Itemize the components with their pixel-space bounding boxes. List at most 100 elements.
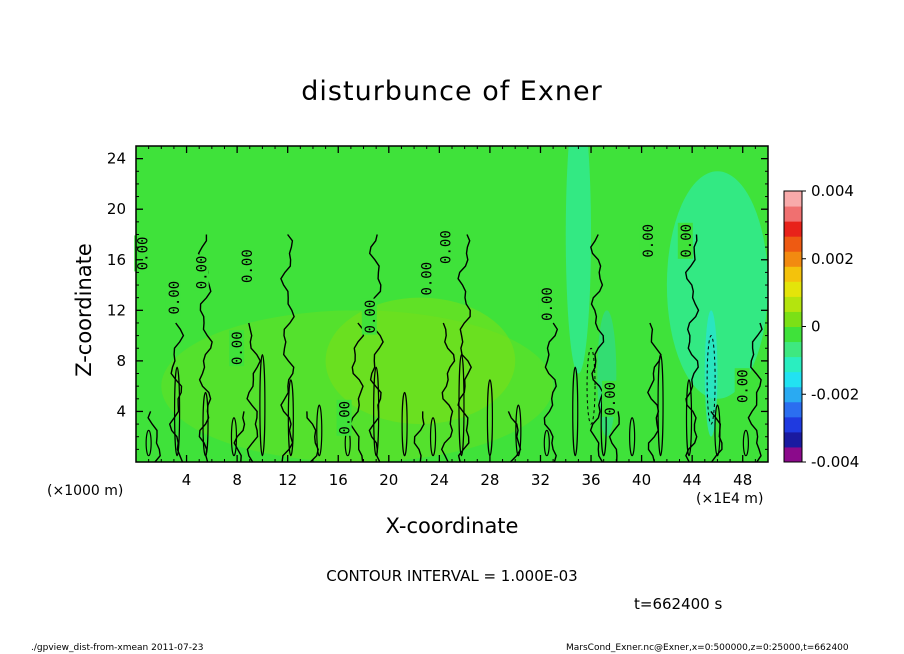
footer-script-name: ./gpview_dist-from-xmean 2011-07-23: [31, 643, 204, 653]
y-tick-label: 16: [107, 251, 126, 269]
contour-label-text: 0.00: [240, 249, 256, 283]
contour-label-bg: [602, 380, 617, 417]
contour-label: 0.00: [538, 286, 556, 322]
contour-label-text: 0.00: [363, 300, 379, 334]
field-patch: [666, 171, 768, 399]
contour-line: [647, 322, 662, 462]
y-axis-label: Z-coordinate: [72, 243, 96, 377]
contour-label-bg: [165, 279, 181, 316]
x-axis-unit-right: (×1E4 m): [696, 491, 764, 507]
colorbar-segment: [784, 281, 802, 297]
x-tick-label: 20: [379, 471, 398, 489]
contour-label: 0.00: [336, 399, 354, 436]
field-patch: [597, 310, 617, 437]
contour-line: [684, 234, 700, 462]
colorbar-segment: [784, 236, 802, 252]
contour-label: 0.00: [193, 254, 211, 291]
x-axis-label: X-coordinate: [385, 514, 519, 538]
colorbar-segment: [784, 431, 802, 448]
contour-loop: [458, 353, 465, 457]
contour-label-text: 0.00: [420, 262, 436, 296]
colorbar-tick-label: -0.004: [811, 453, 859, 471]
colorbar-segment: [784, 401, 802, 418]
contour-loop: [287, 379, 294, 457]
x-tick-label: 4: [182, 471, 192, 489]
colorbar-segment: [784, 221, 802, 237]
field-patch: [565, 146, 592, 374]
colorbar-segment: [784, 356, 802, 373]
contour-label-bg: [418, 260, 434, 297]
contour-label-bg: [239, 248, 255, 285]
x-tick-label: 36: [581, 471, 600, 489]
contour-label: 0.00: [437, 229, 455, 266]
contour-loop: [543, 429, 550, 457]
time-label: t=662400 s: [634, 595, 723, 613]
contour-line: [457, 234, 472, 462]
contour-label: 0.00: [134, 235, 151, 272]
contour-loop: [515, 404, 522, 457]
contour-label-bg: [336, 399, 352, 436]
contour-line: [168, 322, 185, 462]
contour-label-text: 0.00: [540, 287, 556, 321]
contour-label: 0.00: [639, 222, 657, 259]
x-tick-label: 16: [329, 471, 348, 489]
contour-label-bg: [538, 286, 554, 322]
contour-line: [280, 234, 295, 462]
colorbar-segment: [784, 446, 802, 463]
contour-loop: [145, 429, 152, 457]
colorbar-segment: [784, 416, 802, 433]
contour-label-bg: [229, 330, 245, 367]
y-tick-label: 8: [116, 352, 126, 370]
negative-contour: [706, 335, 716, 425]
contour-line: [589, 234, 605, 462]
contour-label: 0.00: [677, 222, 695, 259]
negative-contour: [586, 347, 596, 425]
contour-label-text: 0.00: [439, 230, 455, 264]
contour-label-bg: [639, 222, 655, 259]
colorbar-segment: [784, 191, 802, 207]
colorbar-tick-label: 0.004: [811, 182, 854, 200]
contour-label-bg: [734, 368, 750, 405]
contour-line: [349, 322, 365, 462]
contour-loop: [230, 417, 238, 457]
contour-line: [147, 411, 161, 462]
contour-loop: [685, 379, 693, 457]
contour-line: [246, 322, 262, 462]
contour-label-text: 0.00: [195, 256, 211, 290]
x-tick-label: 48: [733, 471, 752, 489]
y-tick-label: 4: [116, 402, 126, 420]
contour-line: [608, 411, 620, 462]
y-tick-label: 20: [107, 200, 126, 218]
contour-loop: [742, 429, 749, 457]
contour-loop: [316, 404, 323, 457]
y-tick-label: 24: [107, 150, 126, 168]
colorbar-tick-label: 0: [811, 318, 821, 336]
contour-label: 0.00: [165, 279, 183, 316]
footer-source-info: MarsCond_Exner.nc@Exner,x=0:500000,z=0:2…: [566, 643, 849, 653]
contour-loop: [429, 417, 437, 457]
colorbar-segment: [784, 206, 802, 222]
contour-label: 0.00: [239, 248, 256, 285]
x-tick-label: 44: [683, 471, 702, 489]
contour-loop: [173, 366, 181, 457]
field-patch: [325, 297, 516, 425]
x-tick-label: 40: [632, 471, 651, 489]
contour-label: 0.00: [602, 380, 619, 417]
colorbar-tick-label: 0.002: [811, 250, 854, 268]
contour-label-bg: [134, 235, 150, 272]
colorbar-segment: [784, 341, 802, 358]
x-axis-unit-left: (×1000 m): [47, 483, 124, 499]
contour-line: [306, 411, 319, 462]
colorbar-segment: [784, 371, 802, 388]
colorbar-group: 0.004 0.002 0 -0.002 -0.004: [783, 182, 859, 471]
contour-loop: [657, 353, 664, 457]
colorbar-tick-label: -0.002: [811, 385, 859, 403]
contour-line: [543, 322, 559, 462]
contour-loop: [401, 391, 408, 457]
x-tick-label: 32: [531, 471, 550, 489]
contour-loop: [629, 417, 636, 457]
contour-line: [507, 411, 522, 462]
contour-line: [747, 322, 763, 462]
x-tick-label: 12: [278, 471, 297, 489]
